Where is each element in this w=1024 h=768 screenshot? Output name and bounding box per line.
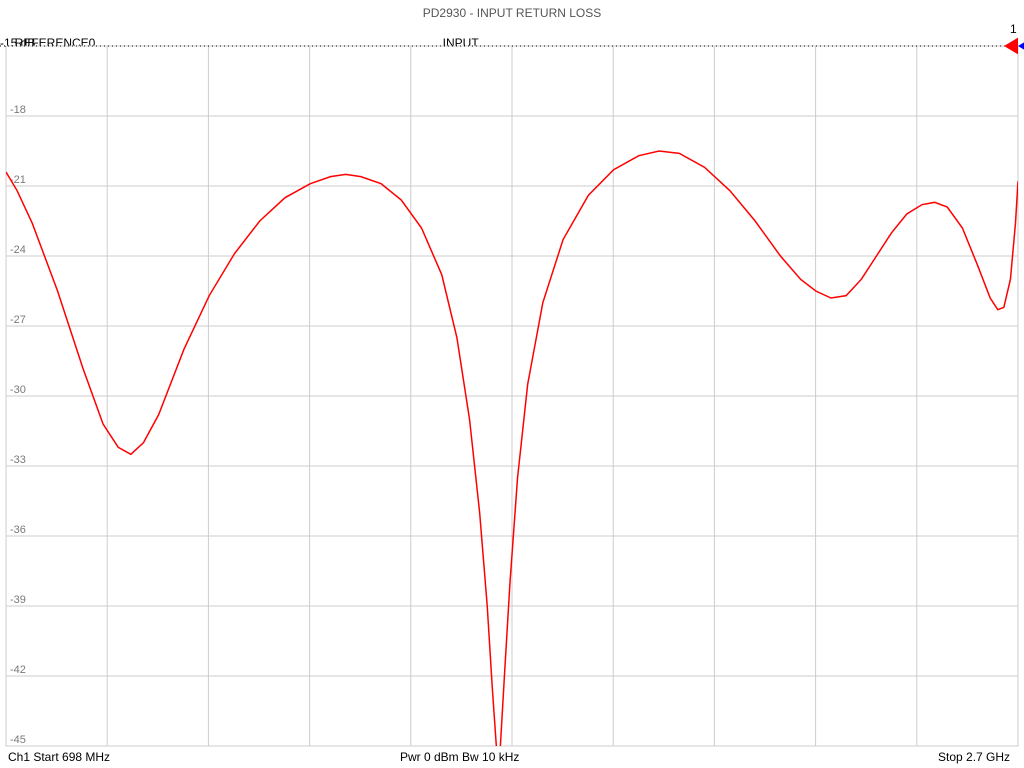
svg-text:-45: -45	[10, 734, 26, 746]
svg-text:-42: -42	[10, 664, 26, 676]
footer-mid: Pwr 0 dBm Bw 10 kHz	[400, 750, 519, 764]
svg-text:-33: -33	[10, 454, 26, 466]
footer-start: Ch1 Start 698 MHz	[8, 750, 110, 764]
svg-text:-36: -36	[10, 524, 26, 536]
svg-text:-39: -39	[10, 594, 26, 606]
svg-text:-30: -30	[10, 384, 26, 396]
svg-text:-18: -18	[10, 104, 26, 116]
footer-stop: Stop 2.7 GHz	[938, 750, 1010, 764]
svg-text:-21: -21	[10, 174, 26, 186]
chart-plot: -18 -21 -24 -27 -30 -33 -36 -39 -42 -45	[0, 0, 1024, 768]
svg-text:-27: -27	[10, 314, 26, 326]
svg-text:-24: -24	[10, 244, 26, 256]
